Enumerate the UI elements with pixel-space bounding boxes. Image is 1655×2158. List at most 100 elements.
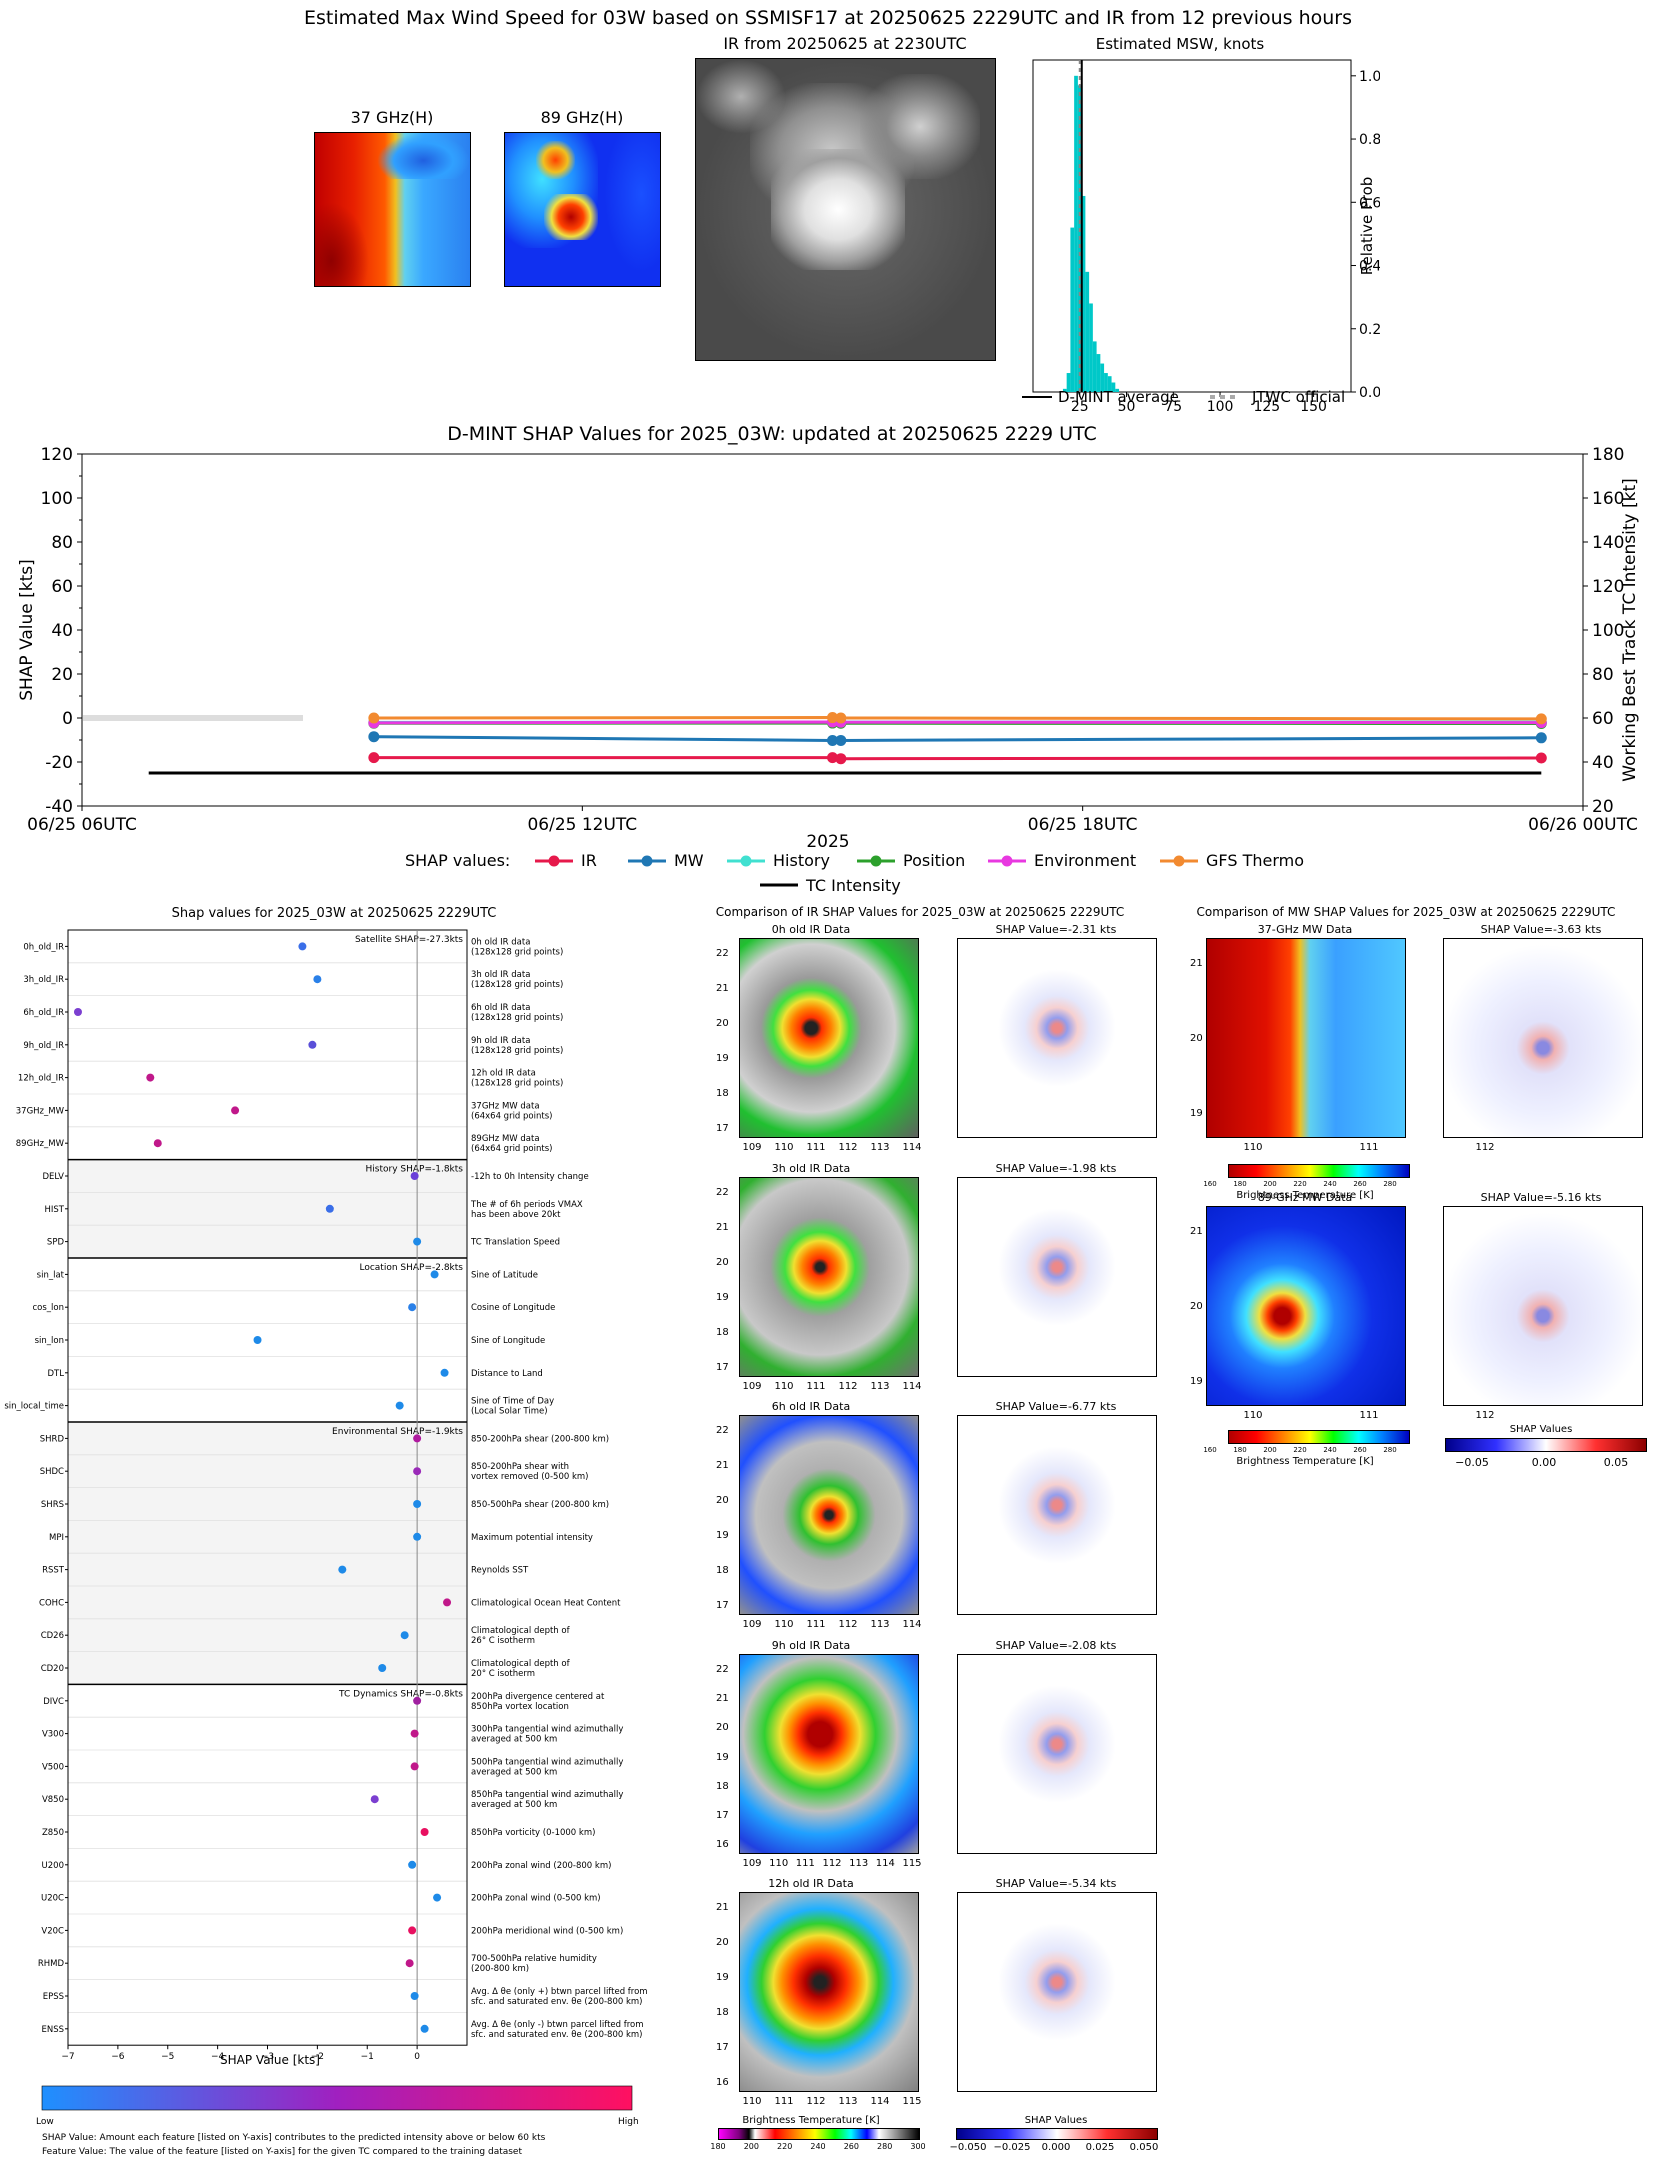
feature-name: SHDC [40,1467,64,1477]
mw-cbar-tick: 280 [1383,1180,1397,1188]
feature-shap-chart: Satellite SHAP=-27.3kts History SHAP=-1.8… [4,929,648,2157]
main-title: Estimated Max Wind Speed for 03W based o… [303,7,1353,29]
feature-point [405,1959,414,1968]
feature-desc: Climatological depth of [471,1659,571,1669]
ir-ytick-label: 19 [716,1751,729,1763]
ir-cbar1-tick: 240 [810,2142,826,2151]
ts-ytick-right-label: 160 [1592,489,1624,509]
feature-name: DELV [42,1172,64,1182]
ir-cbar1-tick: 300 [910,2142,926,2151]
feature-point [413,1500,422,1508]
ir-cbar2 [956,2128,1158,2140]
feature-point [413,1696,422,1705]
feature-point [410,1729,419,1738]
hist-ytick-label: 0.4 [1359,259,1380,275]
ir-ytick-label: 19 [716,1292,729,1303]
feature-name: DIVC [43,1697,64,1707]
ir-shap-panel [957,1892,1157,2092]
hist-title: Estimated MSW, knots [1096,35,1265,53]
feature-name: 3h_old_IR [23,975,64,985]
ir-xtick-label: 110 [774,1381,794,1392]
ts-ytick-label: 100 [41,489,73,509]
feature-point [430,1270,439,1279]
timeseries-title: D-MINT SHAP Values for 2025_03W: updated… [447,423,1097,445]
ir-shap-panel [957,1654,1157,1854]
feature-desc: 200hPa divergence centered at [471,1692,605,1702]
mw-cbar-tick: 160 [1203,1180,1217,1188]
hist-bar [1070,227,1075,392]
feature-name: Z850 [42,1828,64,1838]
feature-desc: 37GHz MW data [471,1101,540,1111]
series-line-gfs-thermo [373,716,1542,721]
ir-xtick-label: 109 [742,1858,762,1869]
feat-xtick-label: −2 [311,2052,324,2062]
ts-ytick-label: 40 [51,621,73,641]
ir-cbar1-tick: 200 [743,2142,759,2151]
feature-name: sin_lon [35,1336,64,1346]
ir-cbar1-tick: 280 [877,2142,893,2151]
ir-ytick-label: 21 [716,1222,729,1233]
feature-point [231,1106,240,1115]
feature-desc: (128x128 grid points) [471,1079,563,1089]
mw-cbar-tick: 240 [1323,1180,1337,1188]
legend-label-ir: IR [581,851,597,870]
feature-point [378,1664,387,1672]
feature-desc: 9h old IR data [471,1036,530,1046]
feature-name: V20C [41,1926,64,1936]
feature-name: RHMD [38,1959,65,1969]
feature-point [420,2024,429,2033]
feature-desc: Sine of Latitude [471,1270,538,1280]
feature-point [313,975,322,984]
ir-cbar1-label: Brightness Temperature [K] [742,2115,880,2126]
legend-marker [548,855,560,867]
feature-desc: averaged at 500 km [471,1800,557,1810]
feature-desc: Climatological Ocean Heat Content [471,1598,621,1608]
feature-desc: 200hPa zonal wind (0-500 km) [471,1894,601,1904]
hist-ytick-label: 0.2 [1359,322,1380,338]
feature-point [400,1631,409,1640]
mw-shap-panel [1443,938,1643,1138]
ts-ytick-right-label: 80 [1592,665,1614,685]
mw-xtick-label: 112 [1475,1142,1495,1153]
ir-ytick-label: 17 [716,1362,729,1373]
feature-name: V850 [42,1795,64,1805]
hist-xtick-label: 75 [1164,399,1182,415]
ir-cbar2-tick: −0.050 [949,2142,987,2153]
hist-bar [1107,376,1112,392]
mw-cbar [1228,1430,1410,1444]
ir-xtick-label: 113 [870,1619,890,1630]
feat-xtick-label: −1 [361,2052,374,2062]
ir-shap-panel [957,938,1157,1138]
legend-label-environment: Environment [1034,851,1136,870]
ts-ylabel-left: SHAP Value [kts] [17,559,37,701]
series-point [1535,752,1547,764]
mw-cbar-tick: 200 [1263,1446,1277,1454]
ts-ytick-label: -40 [45,797,73,817]
ts-xlabel: 2025 [806,832,849,852]
series-point [827,734,838,746]
hist-bar [1100,363,1105,392]
ir-image-panel [739,938,919,1138]
footnote-1: SHAP Value: Amount each feature [listed … [42,2133,546,2143]
ir-ytick-label: 22 [716,1187,729,1198]
feature-desc: has been above 20kt [471,1210,561,1220]
hist-bar [1092,341,1097,392]
series-point [835,734,847,746]
ir-xtick-label: 112 [838,1381,858,1392]
series-point [827,752,838,764]
mw-cbar-tick: 220 [1293,1180,1307,1188]
mw-xtick-label: 112 [1475,1410,1495,1421]
ir-xtick-label: 112 [838,1619,858,1630]
hist-bar [1062,388,1067,392]
feat-xtick-label: −3 [261,2052,274,2062]
legend-label-history: History [773,851,830,870]
group-label: TC Dynamics SHAP=-0.8kts [338,1689,463,1699]
ir-title: IR from 20250625 at 2230UTC [723,34,967,53]
hist-bar [1081,195,1086,392]
mw-row-shap: SHAP Value=-5.16 kts [1480,1191,1602,1204]
feat-xtick-label: 0 [414,2052,420,2062]
feature-name: SHRD [40,1434,65,1444]
hist-ytick-label: 0.6 [1359,195,1380,211]
ir-row-shap: SHAP Value=-1.98 kts [995,1162,1117,1175]
ir-ytick-label: 18 [716,1565,729,1576]
